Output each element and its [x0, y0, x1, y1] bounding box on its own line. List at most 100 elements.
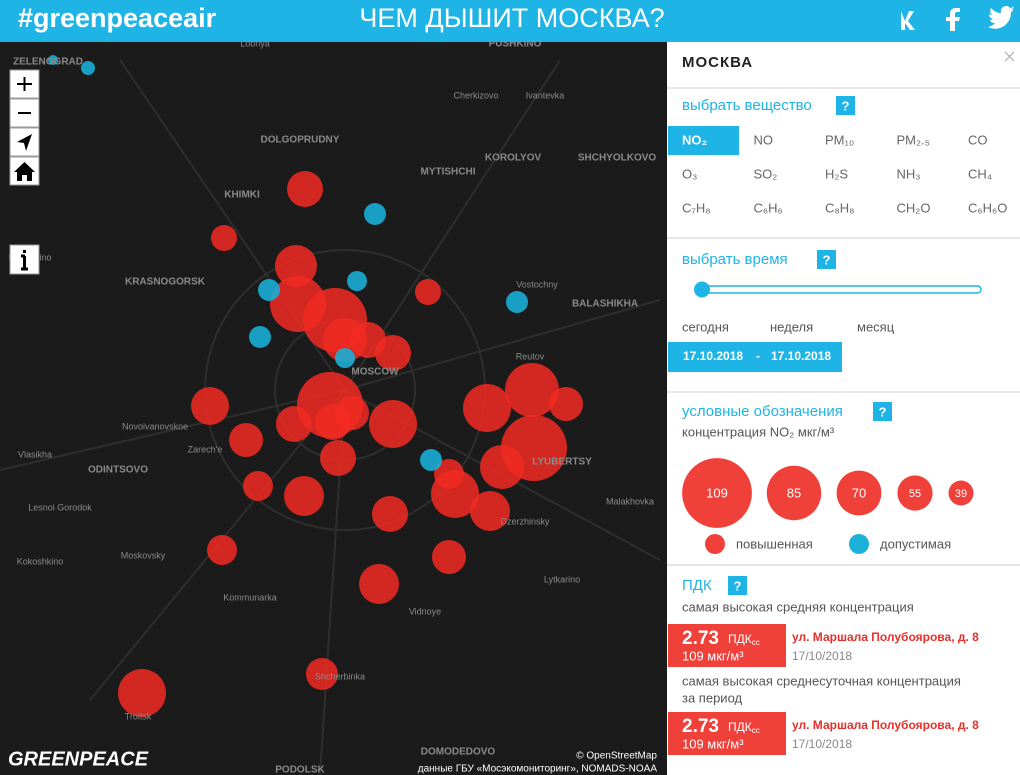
- map[interactable]: Lobnya ZELENOGRAD PUSHKINO Cherkizovo Ivante…: [0, 38, 667, 775]
- station-bubble[interactable]: [431, 470, 479, 518]
- station-bubble[interactable]: [229, 423, 263, 457]
- station-bubble[interactable]: [480, 445, 524, 489]
- substance-option[interactable]: C₈H₈: [825, 200, 855, 215]
- substance-option[interactable]: C₇H₈: [682, 200, 711, 215]
- help-button[interactable]: [728, 576, 747, 595]
- legend-swatch: [849, 534, 869, 554]
- substance-option[interactable]: NO: [754, 132, 774, 147]
- help-label[interactable]: ?: [842, 98, 850, 113]
- section-heading: ПДК: [682, 577, 712, 594]
- record-address[interactable]: ул. Маршала Полубоярова, д. 8: [792, 630, 979, 644]
- station-bubble[interactable]: [364, 203, 386, 225]
- substance-option[interactable]: C₆H₆: [754, 200, 783, 215]
- station-bubble[interactable]: [276, 406, 312, 442]
- station-bubble[interactable]: [258, 279, 280, 301]
- substance-option[interactable]: CO: [968, 132, 988, 147]
- station-bubble[interactable]: [306, 658, 338, 690]
- substance-option[interactable]: PM₂.₅: [897, 132, 930, 147]
- substance-option[interactable]: O₃: [682, 166, 697, 181]
- station-bubble[interactable]: [347, 271, 367, 291]
- twitter-icon[interactable]: [983, 6, 1014, 29]
- station-bubble[interactable]: [211, 225, 237, 251]
- help-button[interactable]: [836, 96, 855, 115]
- substance-option[interactable]: NH₃: [897, 166, 921, 181]
- help-label[interactable]: ?: [879, 404, 887, 419]
- map-label: PUSHKINO: [489, 39, 542, 50]
- time-option[interactable]: сегодня: [682, 319, 729, 334]
- station-bubble[interactable]: [335, 396, 369, 430]
- legend-bubble-label: 109: [706, 485, 728, 500]
- record-concentration: 109 мкг/м³: [682, 648, 744, 663]
- station-bubble[interactable]: [287, 171, 323, 207]
- map-label: Vostochny: [516, 279, 558, 289]
- vk-icon[interactable]: [896, 11, 915, 30]
- station-bubble[interactable]: [335, 348, 355, 368]
- time-option[interactable]: месяц: [857, 319, 895, 334]
- substance-option[interactable]: PM₁₀: [825, 132, 854, 147]
- date-range-box[interactable]: [668, 342, 842, 372]
- station-bubble[interactable]: [191, 387, 229, 425]
- substance-option[interactable]: CH₄: [968, 166, 992, 181]
- map-controls[interactable]: [9, 69, 40, 275]
- record-value: 2.73: [682, 716, 719, 737]
- help-button[interactable]: [817, 250, 836, 269]
- time-option[interactable]: неделя: [770, 319, 813, 334]
- greenpeace-logo[interactable]: GREENPEACE: [8, 748, 149, 770]
- station-bubble[interactable]: [432, 540, 466, 574]
- city-name: МОСКВА: [682, 54, 753, 71]
- date-to: 17.10.2018: [771, 349, 831, 363]
- substance-option[interactable]: SO₂: [754, 166, 778, 181]
- station-bubble[interactable]: [275, 245, 317, 287]
- time-slider-knob[interactable]: [694, 281, 710, 298]
- map-label: Kokoshkino: [17, 556, 64, 566]
- station-bubble[interactable]: [420, 449, 442, 471]
- station-bubble[interactable]: [284, 476, 324, 516]
- station-bubble[interactable]: [549, 387, 583, 421]
- record-caption: самая высокая среднесуточная концентраци…: [682, 673, 961, 688]
- substance-option[interactable]: H₂S: [825, 166, 848, 181]
- station-bubble[interactable]: [81, 61, 95, 75]
- station-bubble[interactable]: [375, 335, 411, 371]
- map-label: KRASNOGORSK: [125, 277, 206, 288]
- station-bubble[interactable]: [415, 279, 441, 305]
- map-label: KHIMKI: [224, 190, 260, 201]
- station-bubble[interactable]: [359, 564, 399, 604]
- help-label[interactable]: ?: [734, 578, 742, 593]
- attribution: данные ГБУ «Мосэкомониторинг», NOMADS-NO…: [418, 764, 658, 775]
- facebook-icon[interactable]: [946, 8, 960, 31]
- social-icons[interactable]: [896, 6, 1014, 31]
- record-address[interactable]: ул. Маршала Полубоярова, д. 8: [792, 718, 979, 732]
- station-bubble[interactable]: [372, 496, 408, 532]
- station-bubble[interactable]: [249, 326, 271, 348]
- map-label: MYTISHCHI: [421, 167, 476, 178]
- station-bubble[interactable]: [505, 363, 559, 417]
- locate-button[interactable]: [9, 127, 40, 157]
- station-bubble[interactable]: [320, 440, 356, 476]
- station-bubble[interactable]: [207, 535, 237, 565]
- map-label: Zarech'e: [188, 444, 223, 454]
- station-bubble[interactable]: [506, 291, 528, 313]
- legend-bubble-label: 85: [787, 485, 801, 500]
- time-slider-track[interactable]: [699, 285, 982, 294]
- station-bubble[interactable]: [243, 471, 273, 501]
- map-label: KOROLYOV: [485, 153, 542, 164]
- record-unit-sub: сс: [752, 638, 760, 647]
- help-label[interactable]: ?: [823, 252, 831, 267]
- station-bubbles: [48, 55, 583, 717]
- close-button[interactable]: [1004, 51, 1015, 62]
- map-label: Dzerzhinsky: [500, 516, 550, 526]
- station-bubble[interactable]: [470, 491, 510, 531]
- site-title[interactable]: #greenpeaceair: [18, 3, 217, 33]
- info-icon: [21, 250, 28, 271]
- help-button[interactable]: [873, 402, 892, 421]
- station-bubble[interactable]: [463, 384, 511, 432]
- attribution[interactable]: © OpenStreetMap: [576, 751, 657, 762]
- map-label: SHCHYOLKOVO: [578, 153, 657, 164]
- station-bubble[interactable]: [48, 55, 58, 65]
- substance-option[interactable]: NO₂: [682, 132, 708, 147]
- station-bubble[interactable]: [369, 400, 417, 448]
- station-bubble[interactable]: [118, 669, 166, 717]
- substance-option[interactable]: CH₂O: [897, 200, 931, 215]
- substance-option[interactable]: C₆H₆O: [968, 200, 1007, 215]
- record-unit: ПДКсс: [728, 632, 760, 647]
